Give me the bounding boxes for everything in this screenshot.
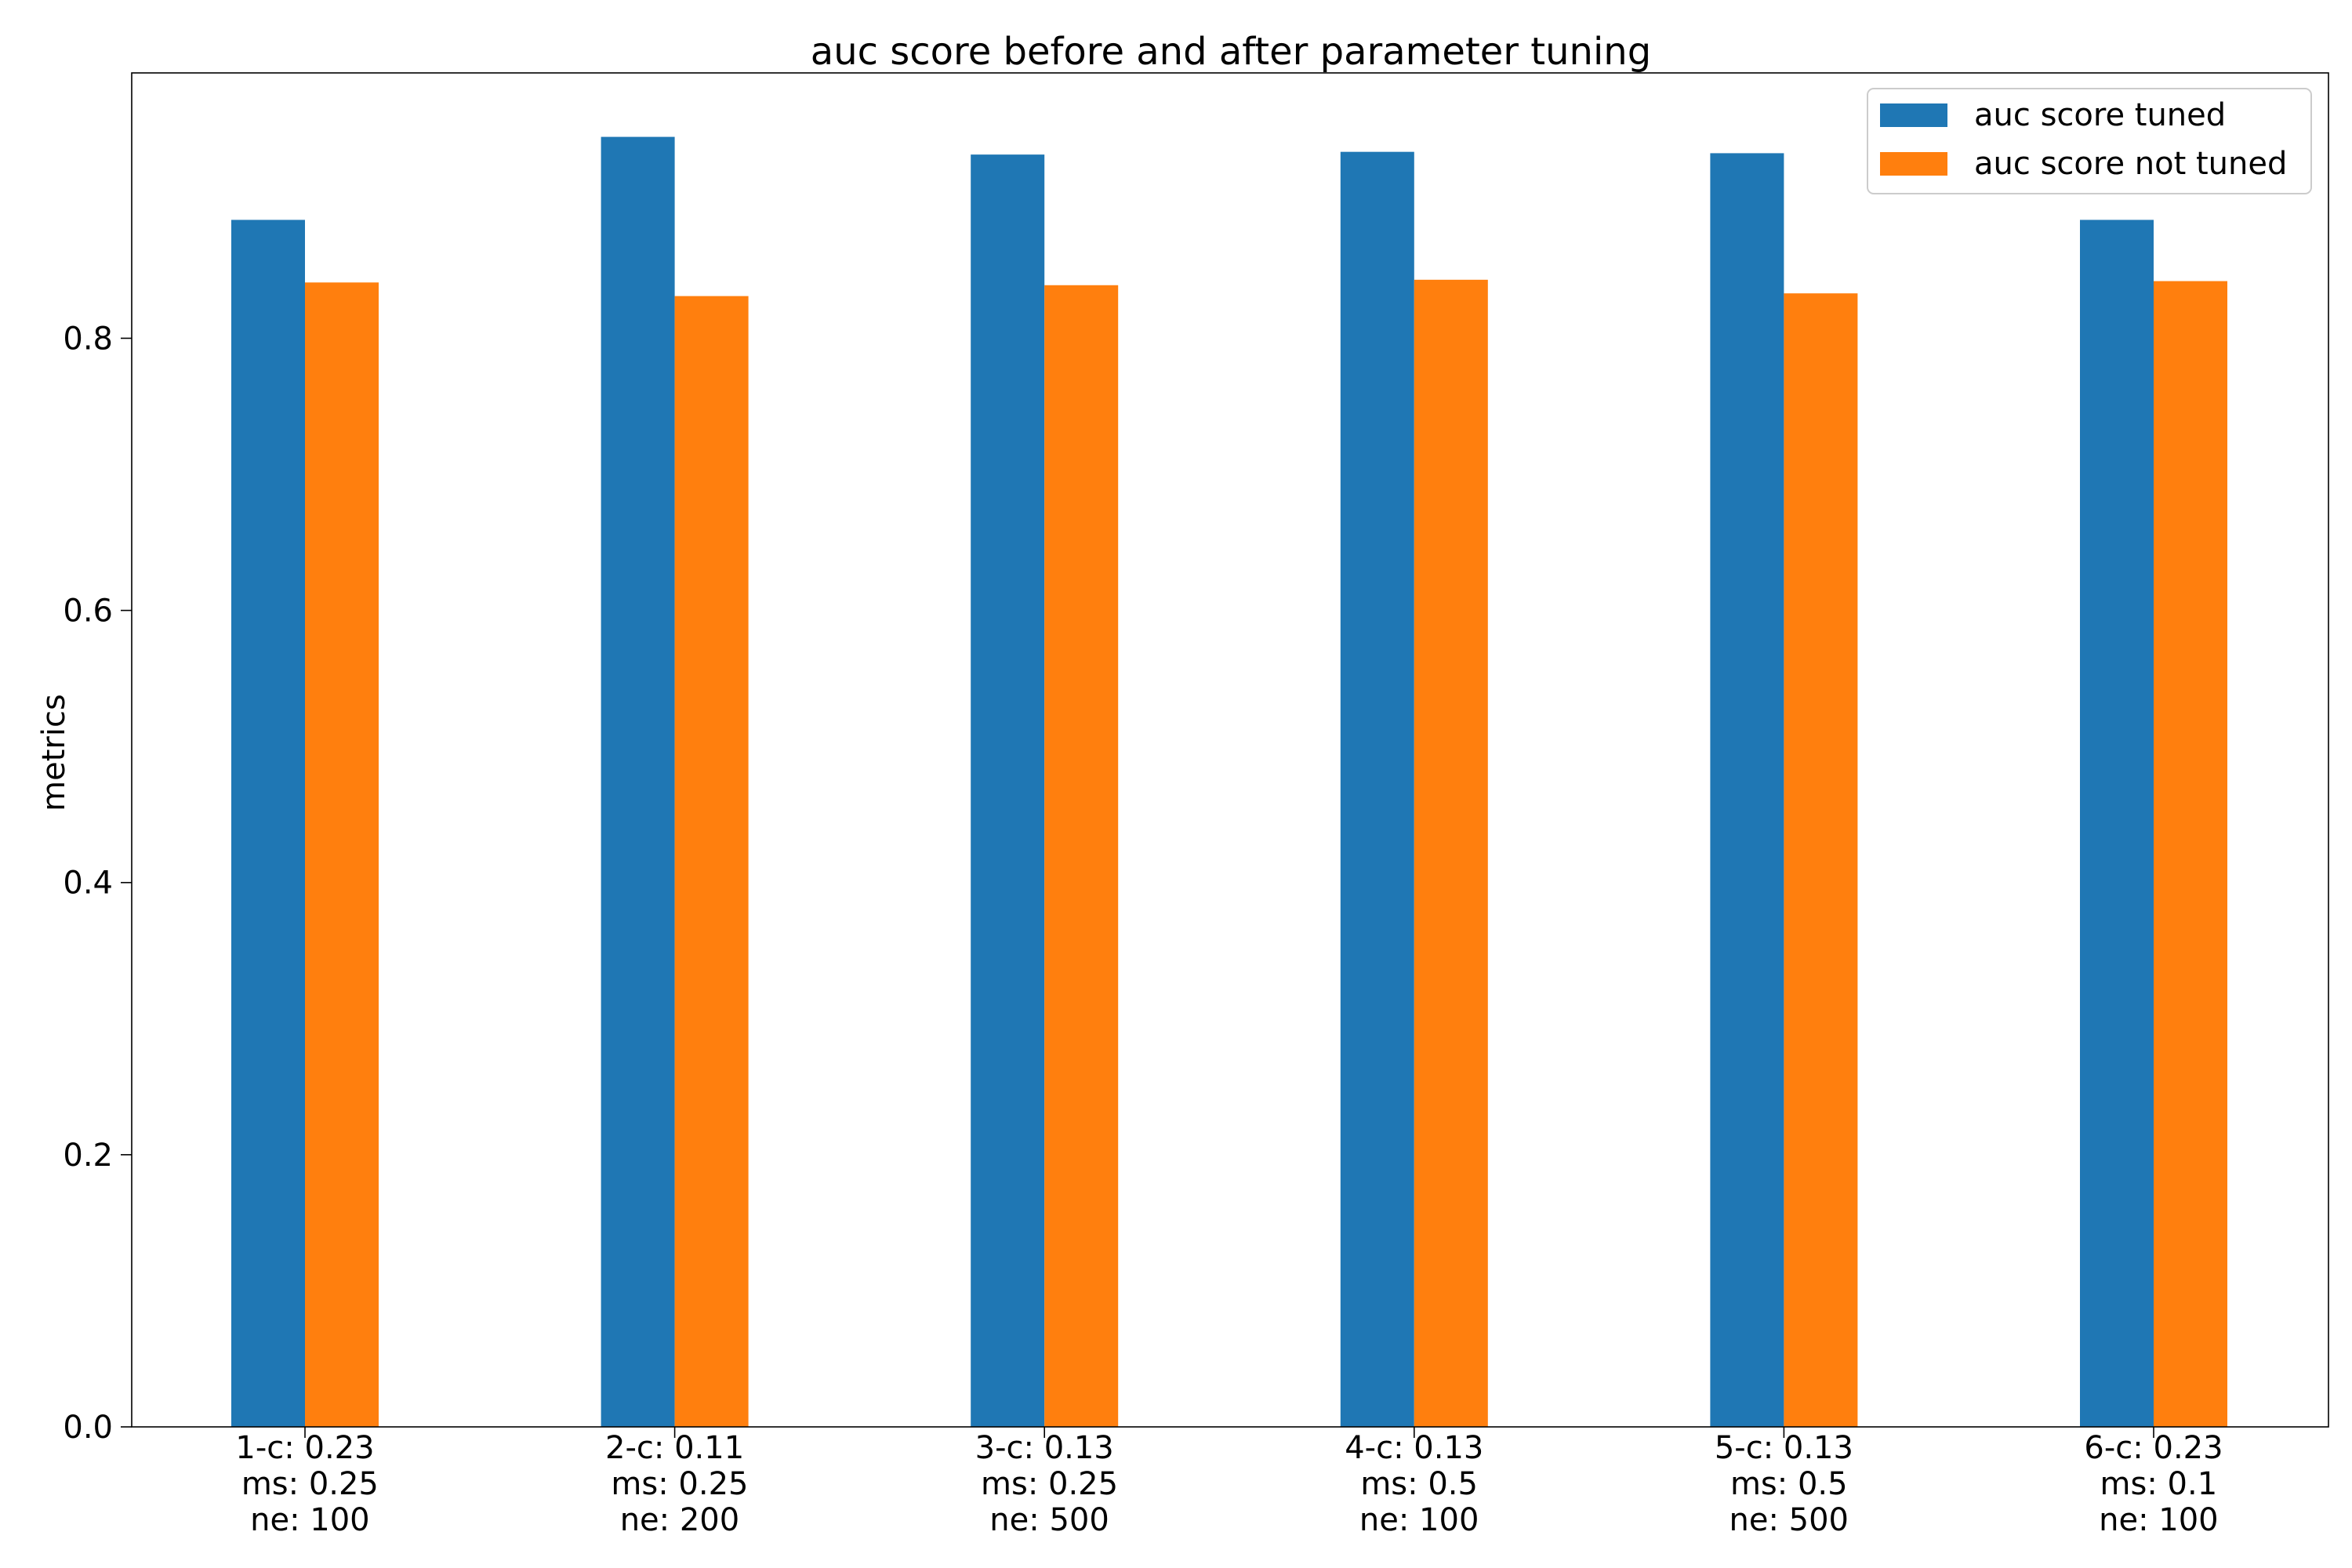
y-axis-label: metrics — [36, 694, 72, 811]
bar-series-2-category-3 — [1044, 285, 1119, 1427]
bar-series-2-category-1 — [305, 282, 379, 1428]
x-tick-label-line: 5-c: 0.13 — [1715, 1430, 1853, 1466]
x-tick-label: 4-c: 0.13 ms: 0.5 ne: 100 — [1345, 1430, 1483, 1538]
x-tick-label-line: ne: 100 — [240, 1502, 369, 1538]
legend-label-1: auc score tuned — [1974, 97, 2226, 133]
bar-series-2-category-5 — [1784, 293, 1858, 1427]
bar-series-1-category-3 — [971, 154, 1045, 1427]
legend-box — [1867, 88, 2312, 194]
x-tick-label-line: 2-c: 0.11 — [605, 1430, 744, 1466]
x-tick-label-line: ne: 500 — [1719, 1502, 1849, 1538]
y-tick-label: 0.6 — [63, 593, 113, 630]
x-tick-label-line: ne: 200 — [610, 1502, 739, 1538]
bar-series-1-category-5 — [1710, 153, 1784, 1427]
x-axis-ticks: 1-c: 0.23 ms: 0.25 ne: 100 2-c: 0.11 ms: … — [231, 1427, 2223, 1538]
x-tick-label: 2-c: 0.11 ms: 0.25 ne: 200 — [601, 1430, 749, 1538]
x-tick-label: 1-c: 0.23 ms: 0.25 ne: 100 — [231, 1430, 379, 1538]
bar-series-1-category-1 — [231, 220, 305, 1428]
bar-series-1-category-6 — [2080, 220, 2154, 1428]
x-tick-label-line: ms: 0.1 — [2090, 1466, 2217, 1502]
legend-swatch-2 — [1880, 152, 1947, 176]
x-tick-label-line: 1-c: 0.23 — [235, 1430, 374, 1466]
chart-title: auc score before and after parameter tun… — [811, 30, 1651, 74]
x-tick-label-line: 3-c: 0.13 — [975, 1430, 1114, 1466]
x-tick-label-line: ms: 0.5 — [1720, 1466, 1847, 1502]
y-tick-label: 0.4 — [63, 866, 113, 902]
x-tick-label-line: ms: 0.25 — [601, 1466, 749, 1502]
x-tick-label-line: ms: 0.25 — [231, 1466, 379, 1502]
bar-series-1-category-2 — [601, 136, 675, 1427]
x-tick-label-line: ne: 100 — [2089, 1502, 2218, 1538]
bars-group — [231, 136, 2227, 1428]
x-tick-label: 3-c: 0.13 ms: 0.25 ne: 500 — [971, 1430, 1118, 1538]
y-tick-label: 0.8 — [63, 321, 113, 357]
x-tick-label-line: 6-c: 0.23 — [2084, 1430, 2223, 1466]
x-tick-label-line: ms: 0.5 — [1351, 1466, 1478, 1502]
plot-area-frame — [131, 72, 2329, 1428]
x-tick-label-line: ne: 500 — [980, 1502, 1109, 1538]
y-tick-label: 0.0 — [63, 1410, 113, 1446]
bar-series-2-category-6 — [2154, 281, 2227, 1427]
legend: auc score tuned auc score not tuned — [1867, 88, 2312, 194]
x-tick-label: 5-c: 0.13 ms: 0.5 ne: 500 — [1715, 1430, 1853, 1538]
bar-series-2-category-4 — [1414, 279, 1488, 1427]
y-tick-label: 0.2 — [63, 1138, 113, 1174]
bar-series-1-category-4 — [1340, 151, 1414, 1428]
legend-swatch-1 — [1880, 103, 1947, 127]
legend-label-2: auc score not tuned — [1974, 146, 2287, 182]
y-axis-ticks: 0.0 0.2 0.4 0.6 0.8 — [63, 321, 132, 1446]
bar-series-2-category-2 — [674, 296, 749, 1427]
x-tick-label-line: ms: 0.25 — [971, 1466, 1118, 1502]
x-tick-label-line: 4-c: 0.13 — [1345, 1430, 1483, 1466]
x-tick-label-line: ne: 100 — [1349, 1502, 1479, 1538]
x-tick-label: 6-c: 0.23 ms: 0.1 ne: 100 — [2084, 1430, 2223, 1538]
